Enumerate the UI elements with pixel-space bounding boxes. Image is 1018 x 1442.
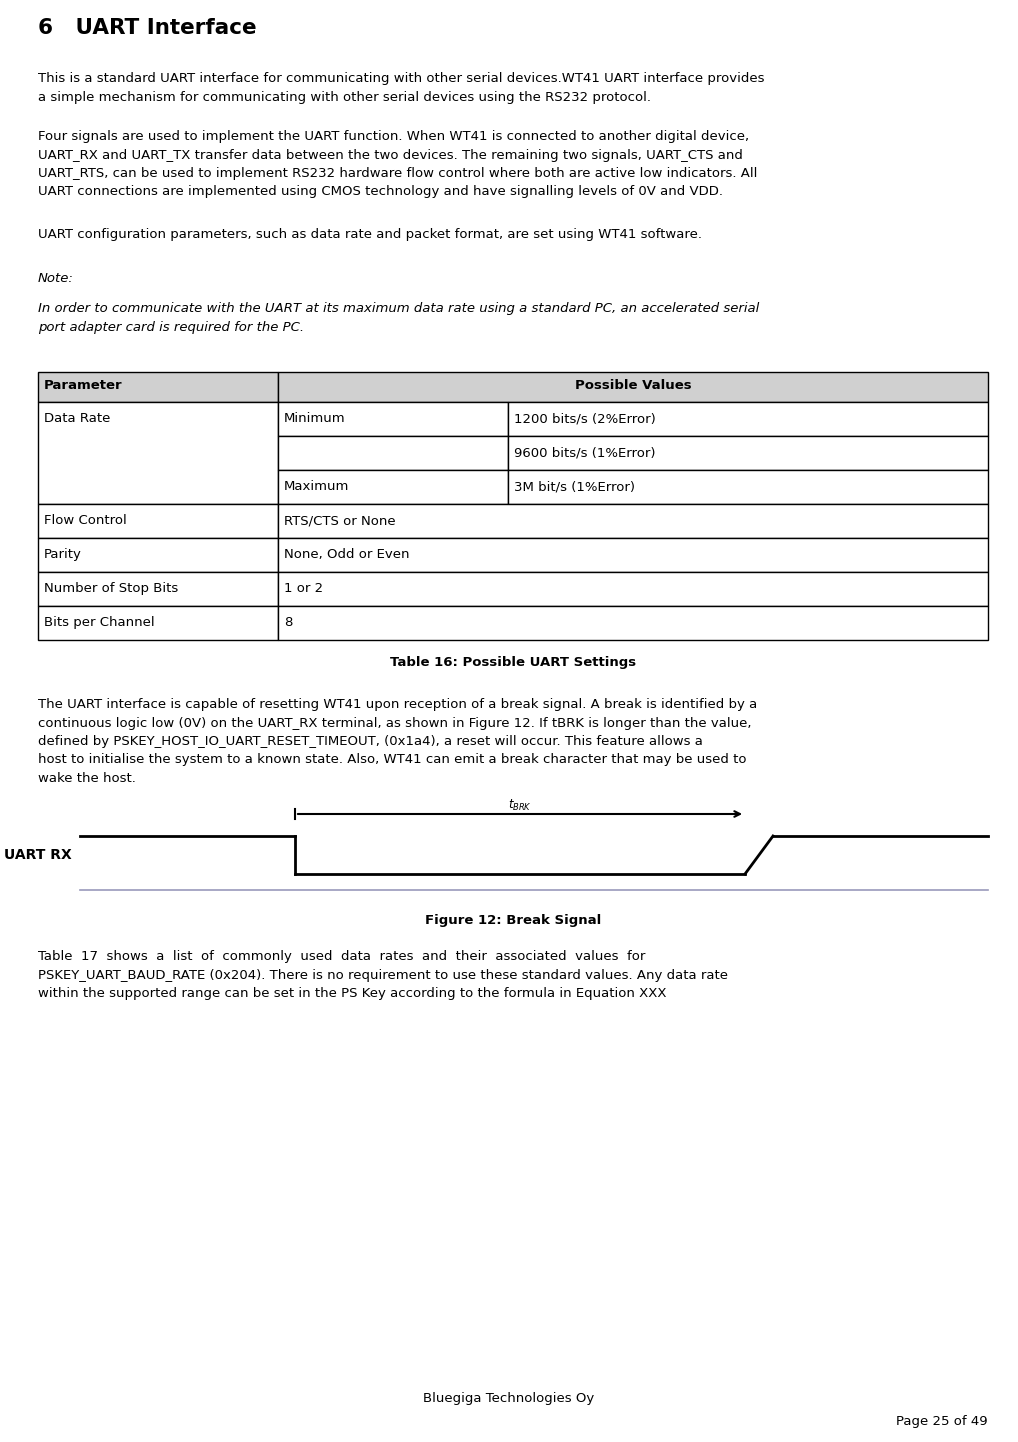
Text: 6   UART Interface: 6 UART Interface xyxy=(38,17,257,37)
Text: 3M bit/s (1%Error): 3M bit/s (1%Error) xyxy=(514,480,635,493)
Text: $t_{BRK}$: $t_{BRK}$ xyxy=(508,797,532,813)
Bar xyxy=(38,572,278,606)
Bar xyxy=(278,606,988,640)
Text: 8: 8 xyxy=(284,616,292,629)
Text: Table  17  shows  a  list  of  commonly  used  data  rates  and  their  associat: Table 17 shows a list of commonly used d… xyxy=(38,950,728,999)
Text: 1 or 2: 1 or 2 xyxy=(284,583,323,596)
Text: Bits per Channel: Bits per Channel xyxy=(44,616,155,629)
Text: Note:: Note: xyxy=(38,273,74,286)
Text: In order to communicate with the UART at its maximum data rate using a standard : In order to communicate with the UART at… xyxy=(38,301,759,333)
Text: Parameter: Parameter xyxy=(44,379,122,392)
Bar xyxy=(38,505,278,538)
Text: Page 25 of 49: Page 25 of 49 xyxy=(897,1415,988,1428)
Text: Minimum: Minimum xyxy=(284,412,346,425)
Text: Figure 12: Break Signal: Figure 12: Break Signal xyxy=(425,914,601,927)
Text: Parity: Parity xyxy=(44,548,81,561)
Text: 1200 bits/s (2%Error): 1200 bits/s (2%Error) xyxy=(514,412,656,425)
Text: Flow Control: Flow Control xyxy=(44,513,127,526)
Bar xyxy=(38,538,278,572)
Bar xyxy=(278,538,988,572)
Bar xyxy=(278,402,508,435)
Text: Table 16: Possible UART Settings: Table 16: Possible UART Settings xyxy=(390,656,636,669)
Bar xyxy=(38,606,278,640)
Bar xyxy=(278,470,508,505)
Text: Possible Values: Possible Values xyxy=(575,379,691,392)
Bar xyxy=(278,372,988,402)
Text: Maximum: Maximum xyxy=(284,480,349,493)
Bar xyxy=(278,505,988,538)
Text: Number of Stop Bits: Number of Stop Bits xyxy=(44,583,178,596)
Text: 9600 bits/s (1%Error): 9600 bits/s (1%Error) xyxy=(514,446,656,459)
Bar xyxy=(278,435,508,470)
Text: Data Rate: Data Rate xyxy=(44,412,110,425)
Text: UART configuration parameters, such as data rate and packet format, are set usin: UART configuration parameters, such as d… xyxy=(38,228,702,241)
Text: The UART interface is capable of resetting WT41 upon reception of a break signal: The UART interface is capable of resetti… xyxy=(38,698,757,784)
Bar xyxy=(38,372,278,402)
Text: This is a standard UART interface for communicating with other serial devices.WT: This is a standard UART interface for co… xyxy=(38,72,765,104)
Bar xyxy=(508,402,988,435)
Text: Four signals are used to implement the UART function. When WT41 is connected to : Four signals are used to implement the U… xyxy=(38,130,757,199)
Text: Bluegiga Technologies Oy: Bluegiga Technologies Oy xyxy=(423,1392,595,1405)
Bar xyxy=(508,435,988,470)
Text: UART RX: UART RX xyxy=(4,848,72,862)
Bar xyxy=(508,470,988,505)
Bar xyxy=(38,402,278,505)
Text: None, Odd or Even: None, Odd or Even xyxy=(284,548,409,561)
Text: RTS/CTS or None: RTS/CTS or None xyxy=(284,513,396,526)
Bar xyxy=(278,572,988,606)
